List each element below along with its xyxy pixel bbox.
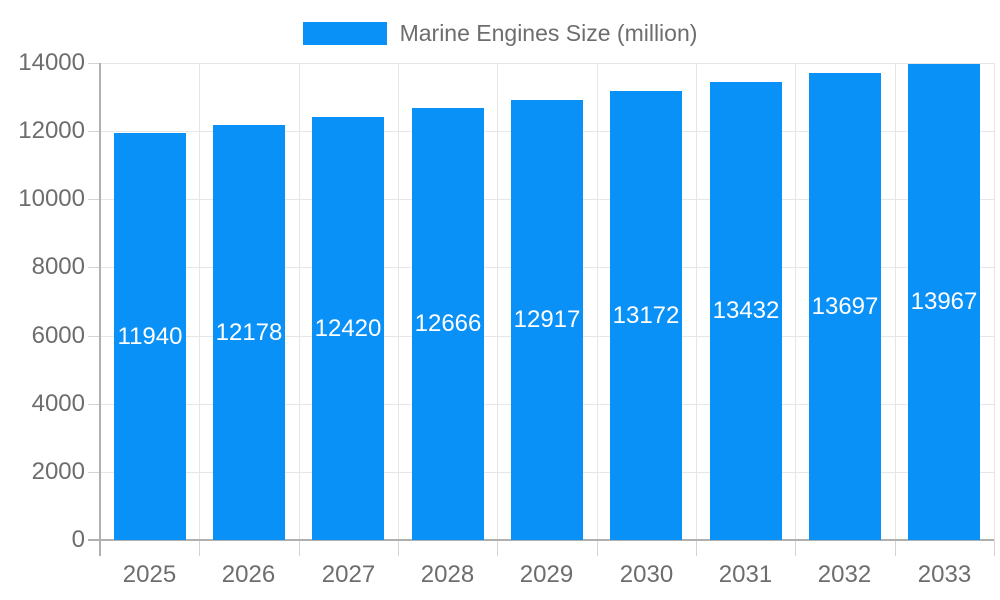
- x-gridline: [994, 63, 995, 540]
- y-axis-line: [99, 63, 101, 556]
- bar-2029: 12917: [511, 100, 583, 540]
- bar-value-label: 12178: [215, 318, 283, 346]
- y-tick-label: 6000: [31, 322, 85, 349]
- legend-swatch: [302, 21, 387, 45]
- x-axis-tick: [299, 540, 300, 556]
- x-axis-tick: [398, 540, 399, 556]
- chart-legend[interactable]: Marine Engines Size (million): [0, 18, 1000, 48]
- bar-value-label: 13967: [910, 288, 978, 315]
- x-gridline: [895, 63, 896, 540]
- x-tick-label: 2025: [122, 561, 177, 588]
- y-tick-label: 4000: [31, 390, 85, 417]
- y-axis-tick: [88, 404, 100, 405]
- y-tick-label: 8000: [31, 253, 85, 280]
- bar-value-label: 13697: [811, 292, 879, 320]
- legend-label: Marine Engines Size (million): [399, 19, 698, 46]
- x-tick-label: 2026: [221, 561, 276, 588]
- y-tick-label: 14000: [18, 49, 85, 76]
- bar-2032: 13697: [809, 73, 881, 540]
- x-tick-label: 2027: [321, 561, 376, 588]
- y-axis-tick: [88, 199, 100, 200]
- bar-value-label: 12666: [414, 310, 482, 337]
- bar-2031: 13432: [710, 82, 782, 540]
- x-tick-label: 2029: [519, 561, 574, 588]
- y-axis-tick: [88, 131, 100, 132]
- x-axis-tick: [795, 540, 796, 556]
- bar-value-label: 13172: [612, 301, 680, 329]
- bar-2028: 12666: [412, 108, 484, 540]
- x-tick-label: 2030: [619, 561, 674, 588]
- x-tick-label: 2033: [917, 561, 972, 588]
- bar-2033: 13967: [908, 64, 980, 540]
- x-tick-label: 2031: [718, 561, 773, 588]
- y-axis-tick: [88, 267, 100, 268]
- x-axis-tick: [497, 540, 498, 556]
- bar-2027: 12420: [312, 117, 384, 540]
- y-tick-label: 10000: [18, 185, 85, 212]
- y-axis-tick: [88, 472, 100, 473]
- x-tick-label: 2028: [420, 561, 475, 588]
- y-gridline: [100, 63, 994, 64]
- y-tick-label: 12000: [18, 117, 85, 144]
- x-axis-tick: [696, 540, 697, 556]
- x-axis-tick: [199, 540, 200, 556]
- x-gridline: [199, 63, 200, 540]
- x-gridline: [696, 63, 697, 540]
- bar-2025: 11940: [114, 133, 186, 540]
- x-gridline: [597, 63, 598, 540]
- x-tick-label: 2032: [817, 561, 872, 588]
- bar-2030: 13172: [610, 91, 682, 540]
- y-tick-label: 0: [71, 526, 85, 553]
- x-gridline: [497, 63, 498, 540]
- bar-value-label: 12420: [314, 314, 382, 342]
- y-tick-label: 2000: [31, 458, 85, 485]
- bar-value-label: 11940: [117, 322, 183, 350]
- x-axis-tick: [895, 540, 896, 556]
- x-axis-tick: [994, 540, 995, 556]
- y-axis-tick: [88, 63, 100, 64]
- x-gridline: [398, 63, 399, 540]
- x-axis-line: [88, 539, 994, 541]
- x-gridline: [299, 63, 300, 540]
- x-gridline: [795, 63, 796, 540]
- bar-value-label: 13432: [712, 297, 780, 324]
- x-axis-tick: [597, 540, 598, 556]
- bar-2026: 12178: [213, 125, 285, 540]
- bar-value-label: 12917: [513, 306, 581, 333]
- y-axis-tick: [88, 336, 100, 337]
